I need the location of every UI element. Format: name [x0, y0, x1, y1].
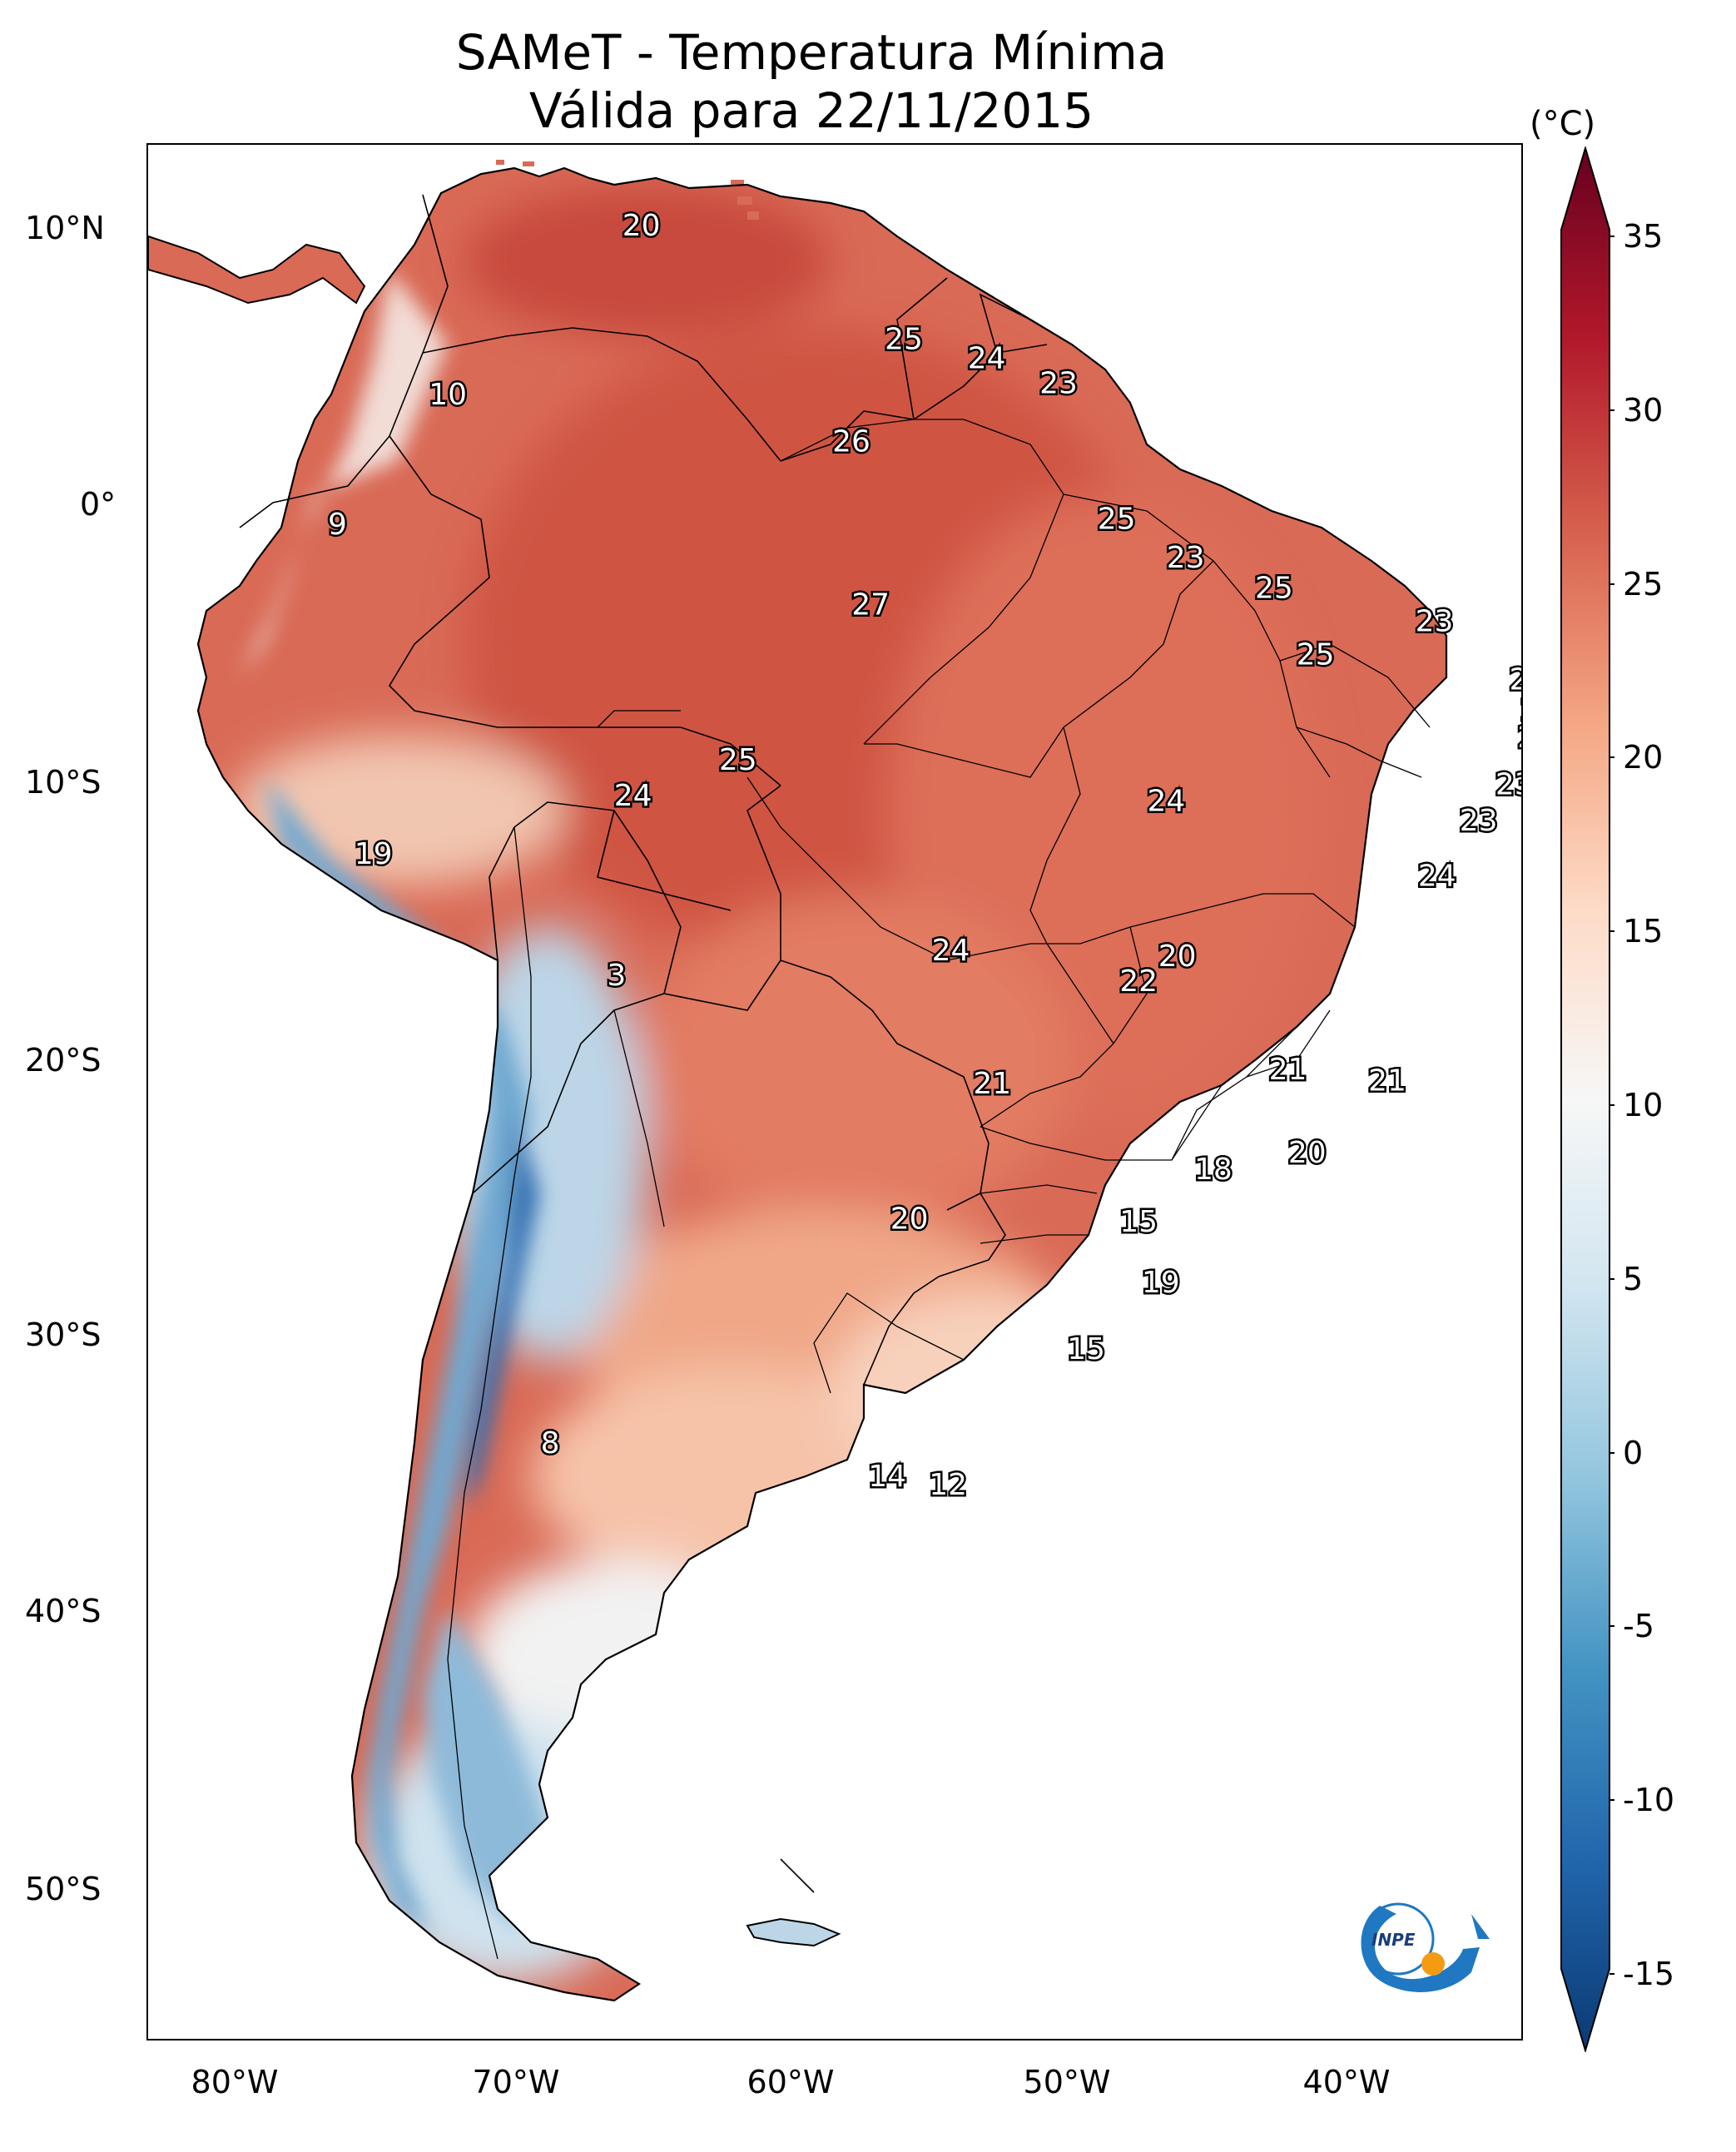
colorbar-tick-5: 5 — [1623, 1261, 1644, 1297]
lon-label-80w: 80°W — [191, 2064, 279, 2100]
state-borders — [597, 419, 1431, 1244]
station-label-1: 10 — [429, 378, 467, 412]
station-label-12: 25 — [1297, 637, 1335, 672]
station-label-5: 23 — [1039, 367, 1078, 401]
station-label-26: 22 — [1119, 964, 1158, 999]
station-label-18: 23 — [1495, 768, 1521, 802]
station-label-38: 12 — [929, 1468, 967, 1502]
station-label-27: 21 — [1269, 1053, 1307, 1087]
station-label-10: 25 — [1255, 572, 1293, 606]
map-canvas: 2010925242326252327252325252323252423242… — [148, 160, 1521, 2002]
colorbar-unit: (°C) — [1530, 105, 1596, 143]
lon-label-70w: 70°W — [472, 2064, 560, 2100]
station-labels: 2010925242326252327252325252323252423242… — [325, 207, 1521, 1505]
colorbar-tick-15: 15 — [1623, 913, 1664, 950]
colorbar-tick-20: 20 — [1623, 739, 1664, 776]
station-label-8: 23 — [1167, 541, 1205, 575]
station-label-36: 8 — [541, 1426, 560, 1460]
station-label-35: 15 — [1067, 1332, 1105, 1366]
station-label-28: 21 — [973, 1067, 1011, 1101]
lat-label-40s: 40°S — [25, 1593, 102, 1629]
title-line-1: SAMeT - Temperatura Mínima — [455, 24, 1168, 81]
colorbar-ticks — [1610, 236, 1614, 1975]
station-label-37: 14 — [868, 1460, 906, 1494]
colorbar-tick-35: 35 — [1623, 218, 1664, 255]
colorbar — [1560, 146, 1614, 2052]
svg-text:INPE: INPE — [1371, 1930, 1416, 1950]
colorbar-tick-25: 25 — [1623, 566, 1664, 602]
station-label-19: 24 — [1147, 785, 1185, 819]
station-label-14: 23 — [1520, 693, 1521, 727]
province-borders — [447, 826, 965, 1960]
falkland-islands — [746, 1917, 841, 1947]
lat-label-10s: 10°S — [25, 764, 102, 801]
station-label-33: 15 — [1119, 1205, 1158, 1239]
station-label-20: 23 — [1460, 804, 1498, 838]
station-label-30: 20 — [1288, 1136, 1327, 1170]
lon-label-50w: 50°W — [1023, 2064, 1111, 2100]
station-label-15: 23 — [1517, 721, 1521, 755]
station-label-13: 25 — [1509, 662, 1521, 697]
station-label-0: 20 — [622, 209, 661, 243]
station-label-4: 24 — [968, 342, 1006, 376]
caribbean-islands — [496, 160, 759, 220]
lat-label-30s: 30°S — [25, 1316, 102, 1353]
station-label-17: 24 — [614, 779, 652, 813]
station-label-34: 19 — [1142, 1266, 1180, 1300]
station-label-11: 23 — [1416, 605, 1454, 639]
lat-label-0: 0° — [80, 486, 117, 523]
central-america — [148, 235, 366, 305]
lat-label-10n: 10°N — [25, 210, 105, 246]
lat-label-20s: 20°S — [25, 1042, 102, 1078]
station-label-2: 9 — [328, 508, 347, 542]
colorbar-tick-0: 0 — [1623, 1435, 1644, 1471]
station-label-6: 26 — [832, 424, 870, 459]
map-panel: 2010925242326252327252325252323252423242… — [146, 143, 1523, 2040]
title-line-2: Válida para 22/11/2015 — [528, 82, 1094, 139]
lon-label-60w: 60°W — [746, 2064, 835, 2100]
chart-title: SAMeT - Temperatura Mínima Válida para 2… — [0, 23, 1623, 140]
colorbar-tick-minus15: -15 — [1623, 1956, 1675, 1992]
station-label-22: 24 — [1418, 859, 1456, 893]
station-label-21: 19 — [355, 837, 393, 871]
lon-label-40w: 40°W — [1302, 2064, 1391, 2100]
station-label-31: 18 — [1194, 1153, 1233, 1187]
station-label-32: 20 — [890, 1202, 929, 1237]
continent-outline — [196, 166, 1448, 2002]
station-label-23: 24 — [932, 934, 970, 968]
station-label-24: 20 — [1158, 940, 1197, 974]
station-label-25: 3 — [607, 959, 626, 993]
colorbar-body — [1560, 146, 1610, 2052]
colorbar-tick-10: 10 — [1623, 1087, 1664, 1123]
station-label-3: 25 — [885, 322, 923, 356]
colorbar-tick-30: 30 — [1623, 392, 1664, 429]
station-label-9: 27 — [851, 588, 890, 622]
station-label-7: 25 — [1098, 503, 1136, 537]
inpe-logo: INPE — [1361, 1902, 1490, 1992]
colorbar-tick-minus10: -10 — [1623, 1782, 1675, 1818]
station-label-29: 21 — [1368, 1064, 1406, 1098]
lat-label-50s: 50°S — [25, 1871, 102, 1907]
colorbar-tick-minus5: -5 — [1623, 1608, 1654, 1644]
station-label-16: 25 — [719, 743, 757, 777]
